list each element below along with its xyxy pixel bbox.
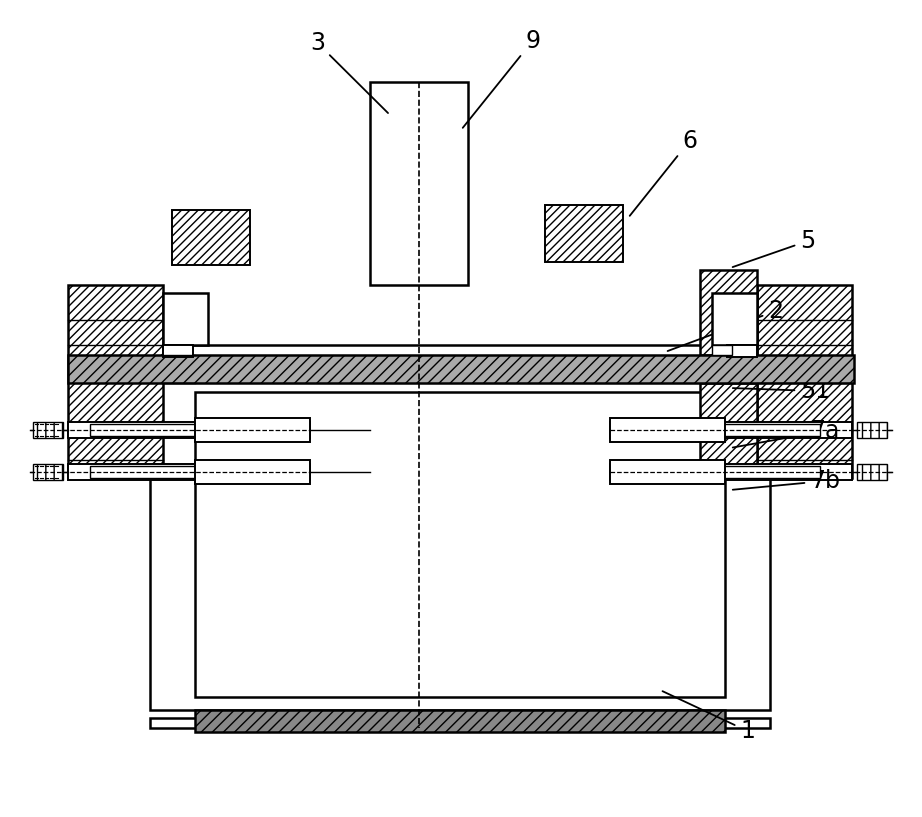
Bar — [172, 210, 250, 265]
Bar — [857, 422, 887, 438]
Text: 51: 51 — [733, 379, 830, 403]
Bar — [620, 466, 820, 478]
Bar — [700, 383, 757, 478]
Text: 3: 3 — [310, 31, 388, 113]
Bar — [68, 422, 310, 438]
Bar — [195, 418, 310, 442]
Bar — [610, 422, 852, 438]
Bar — [68, 355, 854, 383]
Bar — [163, 345, 193, 357]
Bar — [90, 424, 290, 436]
Bar — [90, 466, 290, 478]
Bar — [610, 418, 725, 442]
Bar — [68, 464, 310, 480]
Bar — [150, 718, 770, 728]
Bar — [727, 345, 757, 357]
Text: 7a: 7a — [733, 419, 839, 448]
Bar — [610, 460, 725, 484]
Bar — [163, 293, 208, 345]
Text: 7b: 7b — [733, 469, 840, 493]
Bar — [195, 392, 725, 697]
Bar — [757, 285, 852, 478]
Bar — [33, 464, 63, 480]
Bar — [545, 205, 623, 262]
Text: 9: 9 — [463, 29, 540, 127]
Bar — [195, 460, 310, 484]
Bar — [700, 270, 757, 355]
Text: 1: 1 — [663, 691, 755, 743]
Text: 5: 5 — [733, 229, 815, 267]
Text: 6: 6 — [630, 129, 697, 216]
Bar — [610, 464, 852, 480]
Text: 2: 2 — [668, 299, 783, 351]
Bar — [712, 345, 732, 355]
Bar — [370, 82, 468, 285]
Bar — [195, 710, 725, 732]
Bar — [712, 293, 757, 345]
Bar — [620, 424, 820, 436]
Bar — [857, 464, 887, 480]
Bar — [68, 285, 163, 478]
Bar — [33, 422, 63, 438]
Bar — [150, 345, 770, 710]
